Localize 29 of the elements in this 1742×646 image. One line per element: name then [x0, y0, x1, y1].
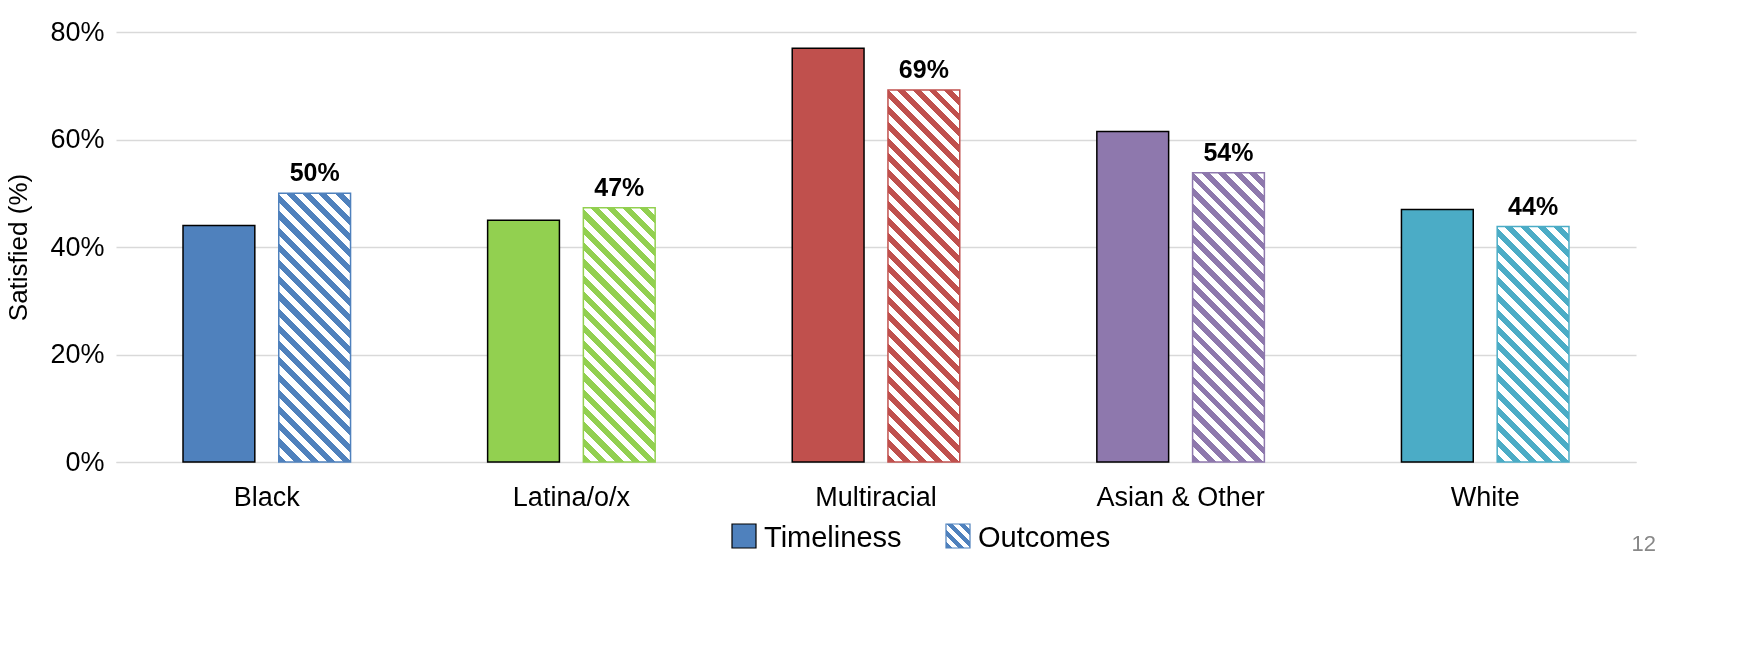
bar	[182, 224, 256, 463]
y-tick-label: 80%	[50, 16, 105, 47]
x-tick-label: Multiracial	[815, 481, 937, 512]
bar	[1400, 208, 1474, 463]
data-label: 69%	[898, 55, 949, 84]
x-tick-label: Latina/o/x	[512, 481, 631, 512]
bar	[1496, 225, 1570, 463]
x-tick-label: Asian & Other	[1096, 481, 1265, 512]
bar	[887, 89, 961, 463]
bar	[582, 207, 656, 463]
y-tick-label: 40%	[50, 231, 105, 262]
y-tick-label: 20%	[50, 339, 105, 369]
data-label: 44%	[1508, 191, 1559, 220]
x-tick-label: White	[1450, 481, 1520, 512]
legend-label: Outcomes	[978, 521, 1111, 553]
bar	[1191, 172, 1266, 463]
data-label: 47%	[594, 172, 645, 201]
y-tick-label: 60%	[50, 124, 105, 154]
y-axis-title: Satisfied (%)	[3, 173, 34, 322]
data-label: 54%	[1203, 137, 1254, 166]
bar	[791, 47, 865, 463]
x-tick-label: Black	[233, 481, 301, 512]
data-label: 50%	[289, 158, 340, 187]
bar	[486, 219, 561, 463]
text: 12	[1631, 531, 1656, 556]
bar	[278, 192, 352, 463]
bar	[1096, 130, 1170, 463]
y-tick-label: 0%	[65, 446, 105, 477]
legend-label: Timeliness	[764, 521, 902, 553]
